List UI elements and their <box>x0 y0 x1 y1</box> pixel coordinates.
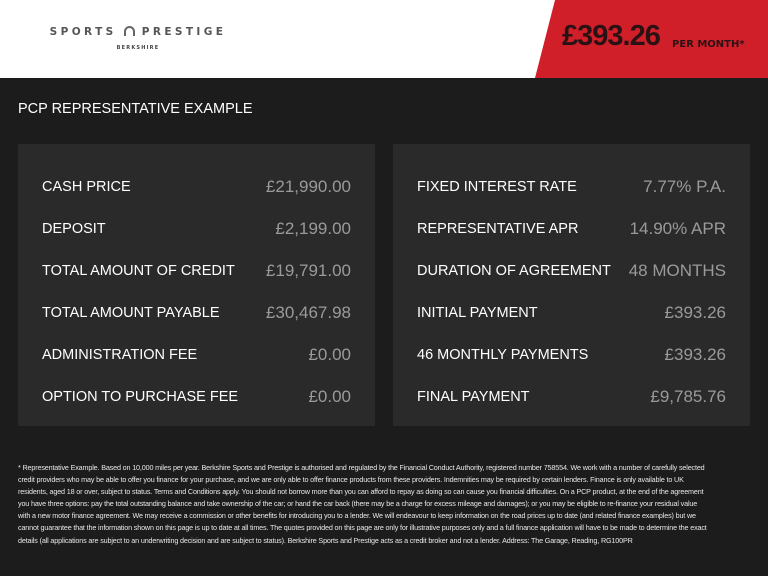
row-value: £2,199.00 <box>275 219 351 238</box>
finance-row: CASH PRICE £21,990.00 <box>42 166 351 208</box>
row-value: £393.26 <box>664 303 726 322</box>
per-month-label: PER MONTH* <box>672 39 745 50</box>
row-label: FINAL PAYMENT <box>417 389 530 405</box>
finance-row: DEPOSIT £2,199.00 <box>42 208 351 250</box>
header: SPORTS PRESTIGE BERKSHIRE £393.26 PER MO… <box>0 0 768 78</box>
finance-row: 46 MONTHLY PAYMENTS £393.26 <box>417 334 726 376</box>
row-label: CASH PRICE <box>42 179 131 195</box>
row-value: £0.00 <box>308 387 351 406</box>
row-value: 48 MONTHS <box>628 261 726 280</box>
logo[interactable]: SPORTS PRESTIGE BERKSHIRE <box>43 26 233 51</box>
row-value: £9,785.76 <box>650 387 726 406</box>
finance-row: TOTAL AMOUNT OF CREDIT £19,791.00 <box>42 250 351 292</box>
finance-row: OPTION TO PURCHASE FEE £0.00 <box>42 376 351 418</box>
row-label: TOTAL AMOUNT OF CREDIT <box>42 263 235 279</box>
right-panel: FIXED INTEREST RATE 7.77% P.A. REPRESENTAT… <box>393 144 750 426</box>
finance-row: ADMINISTRATION FEE £0.00 <box>42 334 351 376</box>
row-value: 7.77% P.A. <box>643 177 726 196</box>
row-label: OPTION TO PURCHASE FEE <box>42 389 239 405</box>
finance-row: DURATION OF AGREEMENT 48 MONTHS <box>417 250 726 292</box>
row-label: DURATION OF AGREEMENT <box>417 263 611 279</box>
section-title: PCP REPRESENTATIVE EXAMPLE <box>18 101 253 117</box>
logo-subtext: BERKSHIRE <box>116 45 160 51</box>
finance-row: FINAL PAYMENT £9,785.76 <box>417 376 726 418</box>
row-label: ADMINISTRATION FEE <box>42 347 198 363</box>
monthly-price: £393.26 <box>562 20 661 52</box>
row-label: TOTAL AMOUNT PAYABLE <box>42 305 220 321</box>
footnote: * Representative Example. Based on 10,00… <box>18 463 707 545</box>
shield-icon <box>123 26 135 36</box>
row-value: £21,990.00 <box>265 177 351 196</box>
left-panel: CASH PRICE £21,990.00 DEPOSIT £2,199.00 TOTA… <box>18 144 375 426</box>
row-label: INITIAL PAYMENT <box>417 305 538 321</box>
row-value: £19,791.00 <box>265 261 351 280</box>
row-label: 46 MONTHLY PAYMENTS <box>417 347 589 363</box>
row-label: REPRESENTATIVE APR <box>417 221 579 237</box>
logo-text-2: PRESTIGE <box>141 26 227 38</box>
finance-row: TOTAL AMOUNT PAYABLE £30,467.98 <box>42 292 351 334</box>
finance-row: REPRESENTATIVE APR 14.90% APR <box>417 208 726 250</box>
row-value: £393.26 <box>664 345 726 364</box>
finance-row: FIXED INTEREST RATE 7.77% P.A. <box>417 166 726 208</box>
row-value: £0.00 <box>308 345 351 364</box>
logo-text: SPORTS <box>49 26 117 38</box>
row-label: FIXED INTEREST RATE <box>417 179 577 195</box>
finance-row: INITIAL PAYMENT £393.26 <box>417 292 726 334</box>
row-label: DEPOSIT <box>42 221 106 237</box>
row-value: 14.90% APR <box>629 219 726 238</box>
price-banner <box>535 0 768 78</box>
row-value: £30,467.98 <box>265 303 351 322</box>
